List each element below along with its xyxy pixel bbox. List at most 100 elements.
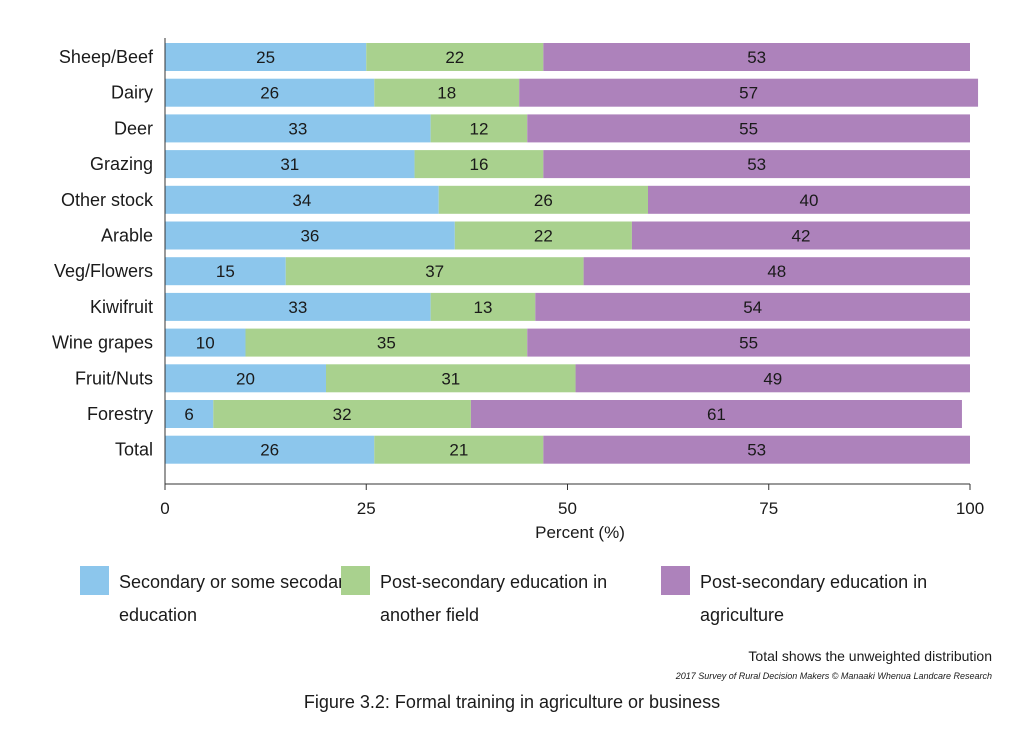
value-label-veg-flowers-series-2: 48 (767, 262, 786, 281)
bar-forestry-series-1 (213, 400, 471, 428)
category-label-sheep-beef: Sheep/Beef (59, 47, 154, 67)
bar-wine-grapes-series-0 (165, 328, 246, 357)
bar-veg-flowers-series-2 (583, 257, 970, 286)
value-label-forestry-series-1: 32 (333, 405, 352, 424)
legend-item-secondary: Secondary or some secodary education (80, 566, 369, 632)
value-label-other-stock-series-0: 34 (292, 191, 311, 210)
value-label-deer-series-0: 33 (288, 119, 307, 138)
figure-caption: Figure 3.2: Formal training in agricultu… (303, 692, 721, 712)
value-label-kiwifruit-series-1: 13 (474, 298, 493, 317)
value-label-grazing-series-1: 16 (469, 155, 488, 174)
category-label-dairy: Dairy (111, 83, 153, 103)
legend-label-secondary: Secondary or some secodary education (119, 572, 354, 625)
bar-other-stock-series-1 (438, 185, 648, 214)
bar-total-series-0 (165, 435, 375, 464)
value-label-dairy-series-1: 18 (437, 84, 456, 103)
bar-wine-grapes-series-2 (527, 328, 970, 357)
value-label-total-series-1: 21 (449, 441, 468, 460)
x-tick-label-75: 75 (759, 499, 778, 518)
value-label-grazing-series-0: 31 (280, 155, 299, 174)
value-label-kiwifruit-series-2: 54 (743, 298, 762, 317)
bar-deer-series-1 (430, 114, 528, 143)
value-label-deer-series-1: 12 (469, 119, 488, 138)
legend-item-other-field: Post-secondary education in another fiel… (341, 566, 630, 632)
bar-deer-series-2 (527, 114, 970, 143)
category-label-other-stock: Other stock (61, 190, 154, 210)
value-label-fruit-nuts-series-1: 31 (441, 369, 460, 388)
category-label-kiwifruit: Kiwifruit (90, 297, 153, 317)
legend-label-other-field: Post-secondary education in another fiel… (380, 572, 608, 625)
bar-fruit-nuts-series-1 (326, 364, 576, 393)
bar-arable-series-2 (631, 221, 970, 250)
legend: Secondary or some secodary education Pos… (80, 566, 980, 630)
category-label-total: Total (115, 440, 153, 460)
stacked-bar-chart: Sheep/Beef Dairy Deer Grazing Other stock Ara… (52, 38, 984, 542)
value-label-forestry-series-2: 61 (707, 405, 726, 424)
bar-grazing-series-2 (543, 150, 970, 179)
bar-dairy-series-0 (165, 78, 375, 107)
bar-other-stock-series-0 (165, 185, 439, 214)
bar-kiwifruit-series-0 (165, 292, 431, 321)
bar-forestry-series-2 (470, 400, 962, 428)
x-axis-title: Percent (%) (535, 523, 625, 542)
value-label-dairy-series-0: 26 (260, 84, 279, 103)
bar-deer-series-0 (165, 114, 431, 143)
category-label-deer: Deer (114, 118, 153, 138)
legend-swatch-other-field (341, 566, 370, 595)
category-label-fruit-nuts: Fruit/Nuts (75, 368, 153, 388)
value-label-total-series-2: 53 (747, 441, 766, 460)
value-label-sheep-beef-series-0: 25 (256, 48, 275, 67)
x-tick-label-0: 0 (160, 499, 169, 518)
x-tick-label-25: 25 (357, 499, 376, 518)
value-label-grazing-series-2: 53 (747, 155, 766, 174)
bar-kiwifruit-series-1 (430, 292, 536, 321)
value-label-wine-grapes-series-0: 10 (196, 334, 215, 353)
value-label-dairy-series-2: 57 (739, 84, 758, 103)
bar-grazing-series-1 (414, 150, 544, 179)
legend-label-agriculture: Post-secondary education in agriculture (700, 572, 928, 625)
value-label-wine-grapes-series-1: 35 (377, 334, 396, 353)
bar-fruit-nuts-series-0 (165, 364, 326, 393)
value-label-sheep-beef-series-2: 53 (747, 48, 766, 67)
bar-sheep-beef-series-2 (543, 43, 970, 71)
value-label-arable-series-0: 36 (300, 227, 319, 246)
value-label-kiwifruit-series-0: 33 (288, 298, 307, 317)
value-label-veg-flowers-series-0: 15 (216, 262, 235, 281)
bar-grazing-series-0 (165, 150, 415, 179)
bar-veg-flowers-series-1 (285, 257, 584, 286)
legend-swatch-agriculture (661, 566, 690, 595)
value-label-total-series-0: 26 (260, 441, 279, 460)
value-label-sheep-beef-series-1: 22 (445, 48, 464, 67)
value-label-fruit-nuts-series-2: 49 (763, 369, 782, 388)
value-label-other-stock-series-2: 40 (800, 191, 819, 210)
x-tick-label-100: 100 (956, 499, 984, 518)
x-tick-label-50: 50 (558, 499, 577, 518)
value-labels: 25 22 53 26 18 57 33 12 55 31 16 53 34 26 40 36 22 42 15 37… (184, 48, 818, 460)
bar-wine-grapes-series-1 (245, 328, 528, 357)
category-label-veg-flowers: Veg/Flowers (54, 261, 153, 281)
x-axis: 0 25 50 75 100 (160, 38, 984, 518)
source-credit: 2017 Survey of Rural Decision Makers © M… (675, 671, 992, 681)
bar-forestry-series-0 (165, 400, 214, 428)
distribution-note: Total shows the unweighted distribution (748, 648, 992, 664)
bars-group (165, 43, 979, 464)
value-label-arable-series-2: 42 (791, 227, 810, 246)
category-label-wine-grapes: Wine grapes (52, 333, 153, 353)
value-label-forestry-series-0: 6 (184, 405, 193, 424)
category-label-arable: Arable (101, 226, 153, 246)
bar-arable-series-0 (165, 221, 455, 250)
value-label-wine-grapes-series-2: 55 (739, 334, 758, 353)
value-label-deer-series-2: 55 (739, 119, 758, 138)
bar-dairy-series-2 (519, 78, 979, 107)
bar-sheep-beef-series-0 (165, 43, 367, 71)
bar-fruit-nuts-series-2 (575, 364, 970, 393)
category-labels: Sheep/Beef Dairy Deer Grazing Other stock Ara… (52, 47, 154, 460)
value-label-arable-series-1: 22 (534, 227, 553, 246)
bar-total-series-1 (374, 435, 544, 464)
value-label-veg-flowers-series-1: 37 (425, 262, 444, 281)
category-label-grazing: Grazing (90, 154, 153, 174)
bar-arable-series-1 (454, 221, 632, 250)
value-label-fruit-nuts-series-0: 20 (236, 369, 255, 388)
legend-swatch-secondary (80, 566, 109, 595)
bar-kiwifruit-series-2 (535, 292, 970, 321)
